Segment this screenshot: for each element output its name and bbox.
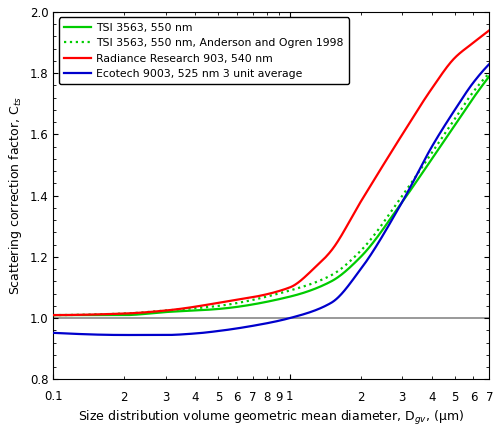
Radiance Research 903, 540 nm (128, 311, 134, 316)
Ecotech 9003, 525 nm 3 unit average (342, 287, 348, 293)
Text: 3: 3 (398, 391, 406, 404)
TSI 3563, 550 nm, Anderson and Ogren 1998 (486, 71, 492, 76)
Text: 4: 4 (428, 391, 436, 404)
TSI 3563, 550 nm (128, 312, 134, 318)
Legend: TSI 3563, 550 nm, TSI 3563, 550 nm, Anderson and Ogren 1998, Radiance Research 9: TSI 3563, 550 nm, TSI 3563, 550 nm, Ande… (58, 17, 349, 85)
Radiance Research 903, 540 nm (162, 308, 168, 313)
TSI 3563, 550 nm (486, 74, 492, 79)
TSI 3563, 550 nm (248, 302, 254, 307)
X-axis label: Size distribution volume geometric mean diameter, D$_{gv}$, (μm): Size distribution volume geometric mean … (78, 409, 464, 427)
Ecotech 9003, 525 nm 3 unit average (122, 332, 128, 338)
TSI 3563, 550 nm, Anderson and Ogren 1998 (50, 312, 56, 318)
Text: 9: 9 (275, 391, 282, 404)
TSI 3563, 550 nm, Anderson and Ogren 1998 (128, 311, 134, 316)
Text: 7: 7 (249, 391, 256, 404)
Text: 6: 6 (234, 391, 241, 404)
Line: Radiance Research 903, 540 nm: Radiance Research 903, 540 nm (53, 30, 490, 315)
Text: 2: 2 (357, 391, 364, 404)
Radiance Research 903, 540 nm (50, 312, 56, 318)
TSI 3563, 550 nm (162, 309, 168, 315)
TSI 3563, 550 nm (307, 288, 313, 293)
TSI 3563, 550 nm, Anderson and Ogren 1998 (248, 298, 254, 303)
Line: TSI 3563, 550 nm: TSI 3563, 550 nm (53, 76, 490, 315)
TSI 3563, 550 nm, Anderson and Ogren 1998 (342, 263, 347, 269)
Ecotech 9003, 525 nm 3 unit average (163, 332, 169, 338)
Text: 8: 8 (263, 391, 270, 404)
Ecotech 9003, 525 nm 3 unit average (50, 330, 56, 335)
Text: 3: 3 (162, 391, 170, 404)
Text: 2: 2 (120, 391, 128, 404)
Ecotech 9003, 525 nm 3 unit average (380, 234, 386, 239)
TSI 3563, 550 nm (50, 312, 56, 318)
Line: TSI 3563, 550 nm, Anderson and Ogren 1998: TSI 3563, 550 nm, Anderson and Ogren 199… (53, 73, 490, 315)
Radiance Research 903, 540 nm (342, 228, 347, 233)
Ecotech 9003, 525 nm 3 unit average (248, 323, 254, 329)
Text: 5: 5 (214, 391, 222, 404)
Radiance Research 903, 540 nm (248, 295, 254, 300)
Ecotech 9003, 525 nm 3 unit average (128, 332, 134, 338)
Radiance Research 903, 540 nm (486, 28, 492, 33)
Text: 6: 6 (470, 391, 477, 404)
Ecotech 9003, 525 nm 3 unit average (308, 309, 314, 315)
TSI 3563, 550 nm (378, 229, 384, 234)
TSI 3563, 550 nm, Anderson and Ogren 1998 (378, 223, 384, 228)
Text: 5: 5 (451, 391, 458, 404)
Text: 4: 4 (192, 391, 199, 404)
TSI 3563, 550 nm, Anderson and Ogren 1998 (162, 308, 168, 313)
Line: Ecotech 9003, 525 nm 3 unit average: Ecotech 9003, 525 nm 3 unit average (53, 64, 490, 335)
Y-axis label: Scattering correction factor, C$_{ts}$: Scattering correction factor, C$_{ts}$ (7, 96, 24, 295)
Radiance Research 903, 540 nm (378, 165, 384, 171)
Radiance Research 903, 540 nm (307, 270, 313, 275)
TSI 3563, 550 nm (342, 270, 347, 275)
Text: 7: 7 (486, 391, 493, 404)
Ecotech 9003, 525 nm 3 unit average (486, 61, 492, 66)
TSI 3563, 550 nm, Anderson and Ogren 1998 (307, 282, 313, 287)
